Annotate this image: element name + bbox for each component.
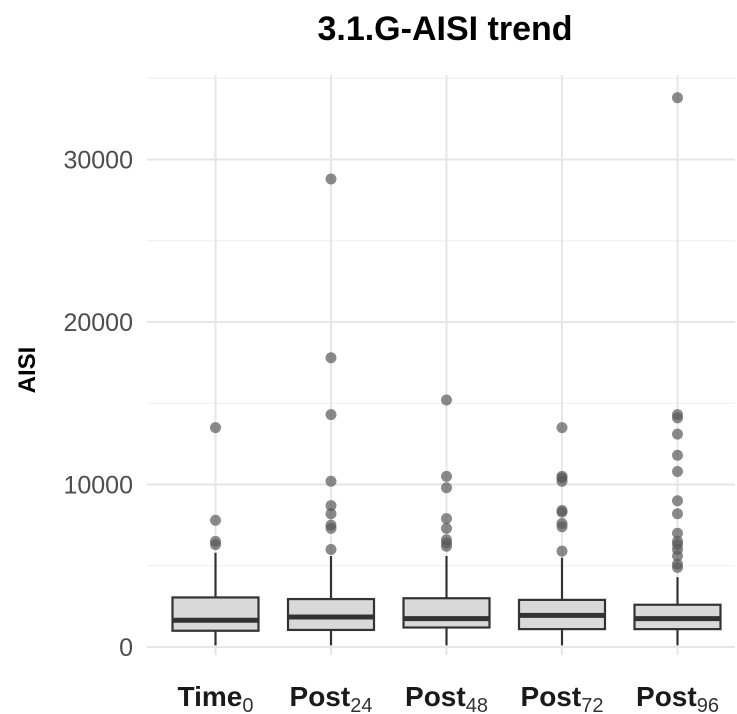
chart-title: 3.1.G-AISI trend	[317, 10, 572, 48]
outlier-point	[556, 545, 568, 557]
outlier-point	[672, 409, 683, 421]
box-group	[633, 92, 722, 646]
outlier-point	[325, 508, 337, 520]
outlier-point	[441, 513, 452, 525]
outlier-point	[672, 508, 683, 520]
outlier-point	[556, 518, 568, 529]
y-tick-label: 0	[119, 634, 133, 662]
outlier-point	[325, 409, 337, 421]
y-axis-ticks: 0 10000 20000 30000	[63, 147, 133, 663]
outlier-point	[325, 475, 337, 487]
box-series	[171, 92, 722, 646]
outlier-point	[325, 173, 337, 185]
x-tick-label: Post24	[290, 681, 373, 714]
outlier-point	[556, 470, 568, 482]
box-group	[286, 173, 376, 646]
outlier-point	[672, 449, 683, 461]
box-group	[517, 422, 607, 646]
y-tick-label: 30000	[63, 147, 133, 175]
outlier-point	[672, 428, 683, 440]
outlier-point	[441, 522, 452, 534]
x-tick-label: Post48	[405, 681, 488, 714]
x-tick-label: Post96	[636, 681, 719, 714]
x-tick-label: Post72	[521, 681, 604, 714]
outlier-point	[556, 505, 568, 516]
x-axis-ticks: Time0 Post24 Post48 Post72 Post96	[178, 681, 719, 714]
outlier-point	[672, 92, 683, 104]
box-iqr	[171, 596, 260, 632]
box-group	[171, 422, 260, 646]
outlier-point	[672, 527, 683, 539]
outlier-point	[210, 535, 221, 547]
outlier-point	[210, 422, 221, 434]
y-tick-label: 20000	[63, 309, 133, 337]
y-tick-label: 10000	[63, 472, 133, 500]
outlier-point	[441, 470, 452, 482]
outlier-point	[441, 482, 452, 494]
box-group	[402, 394, 491, 646]
outlier-point	[672, 535, 683, 547]
outlier-point	[210, 514, 221, 526]
outlier-point	[325, 352, 337, 364]
outlier-point	[441, 394, 452, 406]
x-tick-label: Time0	[178, 681, 254, 714]
box-iqr	[402, 597, 491, 629]
outlier-point	[325, 500, 337, 512]
outlier-point	[672, 495, 683, 507]
outlier-point	[325, 544, 337, 555]
outlier-point	[672, 466, 683, 477]
y-axis-label: AISI	[14, 347, 41, 394]
outlier-point	[441, 534, 452, 546]
outlier-point	[556, 422, 568, 434]
outlier-point	[672, 558, 683, 570]
grid-lines	[147, 75, 735, 655]
outlier-point	[325, 519, 337, 531]
